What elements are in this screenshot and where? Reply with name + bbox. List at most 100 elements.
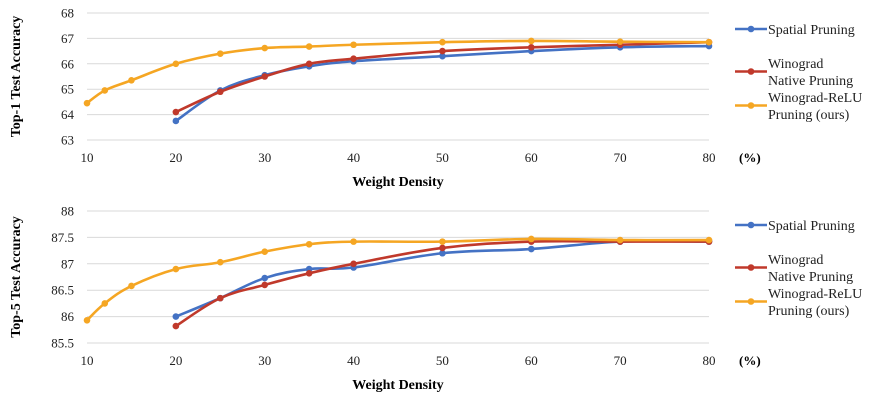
legend-label-winograd-relu-pruning-ours: Pruning (ours)	[768, 304, 850, 319]
legend-marker-winograd-native-pruning	[747, 264, 755, 271]
data-point	[350, 260, 357, 268]
data-point	[128, 282, 135, 290]
series-winograd-native-pruning	[172, 38, 713, 116]
data-point	[172, 265, 180, 273]
y-tick-label: 68	[61, 6, 74, 21]
x-tick-label: 70	[614, 353, 627, 368]
data-point	[305, 270, 313, 277]
data-point	[705, 236, 713, 244]
legend-marker-winograd-relu-pruning-ours	[747, 298, 755, 305]
y-tick-label: 88	[61, 204, 74, 219]
y-tick-label: 87	[61, 256, 75, 271]
legend-marker-winograd-native-pruning	[747, 68, 755, 75]
x-tick-label: 60	[525, 353, 538, 368]
data-point	[527, 43, 535, 51]
x-axis-label: Weight Density	[352, 378, 443, 392]
y-tick-label: 63	[61, 133, 74, 148]
legend: Spatial Pruning Winograd Native Pruning Win…	[735, 23, 862, 123]
data-point	[172, 60, 180, 68]
data-point	[172, 117, 180, 125]
data-point	[350, 41, 357, 49]
x-tick-label: 80	[703, 150, 716, 165]
data-point	[172, 322, 180, 330]
data-point	[261, 274, 269, 282]
x-tick-label: 40	[347, 353, 360, 368]
x-tick-label: 30	[258, 353, 271, 368]
series-line-winograd-native-pruning	[175, 40, 710, 114]
x-tick-label: 80	[703, 353, 716, 368]
series-winograd-native-pruning	[172, 238, 713, 330]
data-point	[261, 73, 269, 80]
data-point	[172, 108, 180, 116]
data-point	[439, 244, 446, 252]
data-point	[216, 294, 224, 302]
data-point	[216, 50, 224, 57]
data-point	[527, 37, 535, 45]
legend: Spatial Pruning Winograd Native Pruning Win…	[735, 219, 862, 319]
series-winograd-relu-pruning-ours	[83, 235, 713, 324]
x-tick-label: 60	[525, 150, 538, 165]
data-point	[216, 88, 224, 96]
series-winograd-relu-pruning-ours	[83, 37, 713, 107]
data-point	[616, 236, 624, 244]
data-point	[527, 245, 535, 253]
x-tick-label: 40	[347, 150, 360, 165]
x-tick-label: 20	[169, 353, 182, 368]
data-point	[439, 38, 446, 46]
data-point	[350, 238, 357, 245]
data-point	[305, 43, 313, 50]
data-point	[439, 238, 446, 245]
x-tick-label: 10	[81, 353, 94, 368]
data-point	[261, 281, 269, 289]
series-line-winograd-relu-pruning-ours	[86, 39, 710, 105]
y-axis-label: Top-1 Test Accuracy	[9, 16, 24, 138]
y-tick-label: 65	[61, 82, 74, 97]
data-point	[439, 47, 446, 55]
y-tick-label: 87.5	[51, 230, 74, 245]
data-point	[261, 248, 269, 255]
legend-label-winograd-native-pruning: Native Pruning	[768, 270, 853, 285]
data-point	[305, 60, 313, 68]
y-tick-label: 86	[61, 309, 75, 324]
data-point	[439, 249, 446, 257]
legend-label-winograd-native-pruning: Winograd	[768, 253, 823, 268]
legend-label-winograd-relu-pruning-ours: Pruning (ours)	[768, 108, 850, 123]
y-tick-label: 85.5	[51, 336, 74, 351]
legend-marker-spatial-pruning	[747, 221, 755, 229]
legend-marker-spatial-pruning	[747, 25, 755, 33]
data-point	[527, 235, 535, 243]
data-point	[305, 240, 313, 248]
data-point	[616, 38, 624, 46]
x-axis-label: Weight Density	[352, 175, 443, 190]
series-line-spatial-pruning	[175, 44, 710, 123]
x-tick-label: 10	[81, 150, 94, 165]
x-tick-label: 70	[614, 150, 627, 165]
x-tick-label: 50	[436, 353, 449, 368]
legend-label-winograd-native-pruning: Native Pruning	[768, 74, 853, 89]
data-point	[439, 52, 446, 60]
data-point	[101, 300, 109, 307]
y-tick-label: 64	[61, 107, 75, 122]
x-unit-label: (%)	[739, 353, 761, 368]
legend-label-spatial-pruning: Spatial Pruning	[768, 219, 855, 234]
data-point	[83, 99, 91, 107]
data-point	[261, 44, 269, 52]
data-point	[350, 55, 357, 63]
y-axis-label: Top-5 Test Accuracy	[9, 216, 24, 338]
data-point	[172, 313, 180, 320]
series-spatial-pruning	[172, 42, 713, 125]
chart-panel-2: 85.5 86 86.5 87 87.5 88 10 20 30 40 50 60 70 80 (%) Wei…	[9, 204, 862, 394]
x-tick-label: 50	[436, 150, 449, 165]
y-tick-label: 66	[61, 56, 75, 71]
chart-panel-1: 63 64 65 66 67 68 10 20 30 40 50 60 70 80 (%) Weight De…	[9, 6, 862, 191]
x-tick-label: 30	[258, 150, 271, 165]
data-point	[128, 77, 135, 84]
data-point	[101, 87, 109, 94]
legend-marker-winograd-relu-pruning-ours	[747, 102, 755, 109]
y-tick-label: 86.5	[51, 283, 74, 298]
data-point	[83, 316, 91, 324]
legend-label-spatial-pruning: Spatial Pruning	[768, 23, 855, 38]
x-unit-label: (%)	[739, 150, 761, 165]
